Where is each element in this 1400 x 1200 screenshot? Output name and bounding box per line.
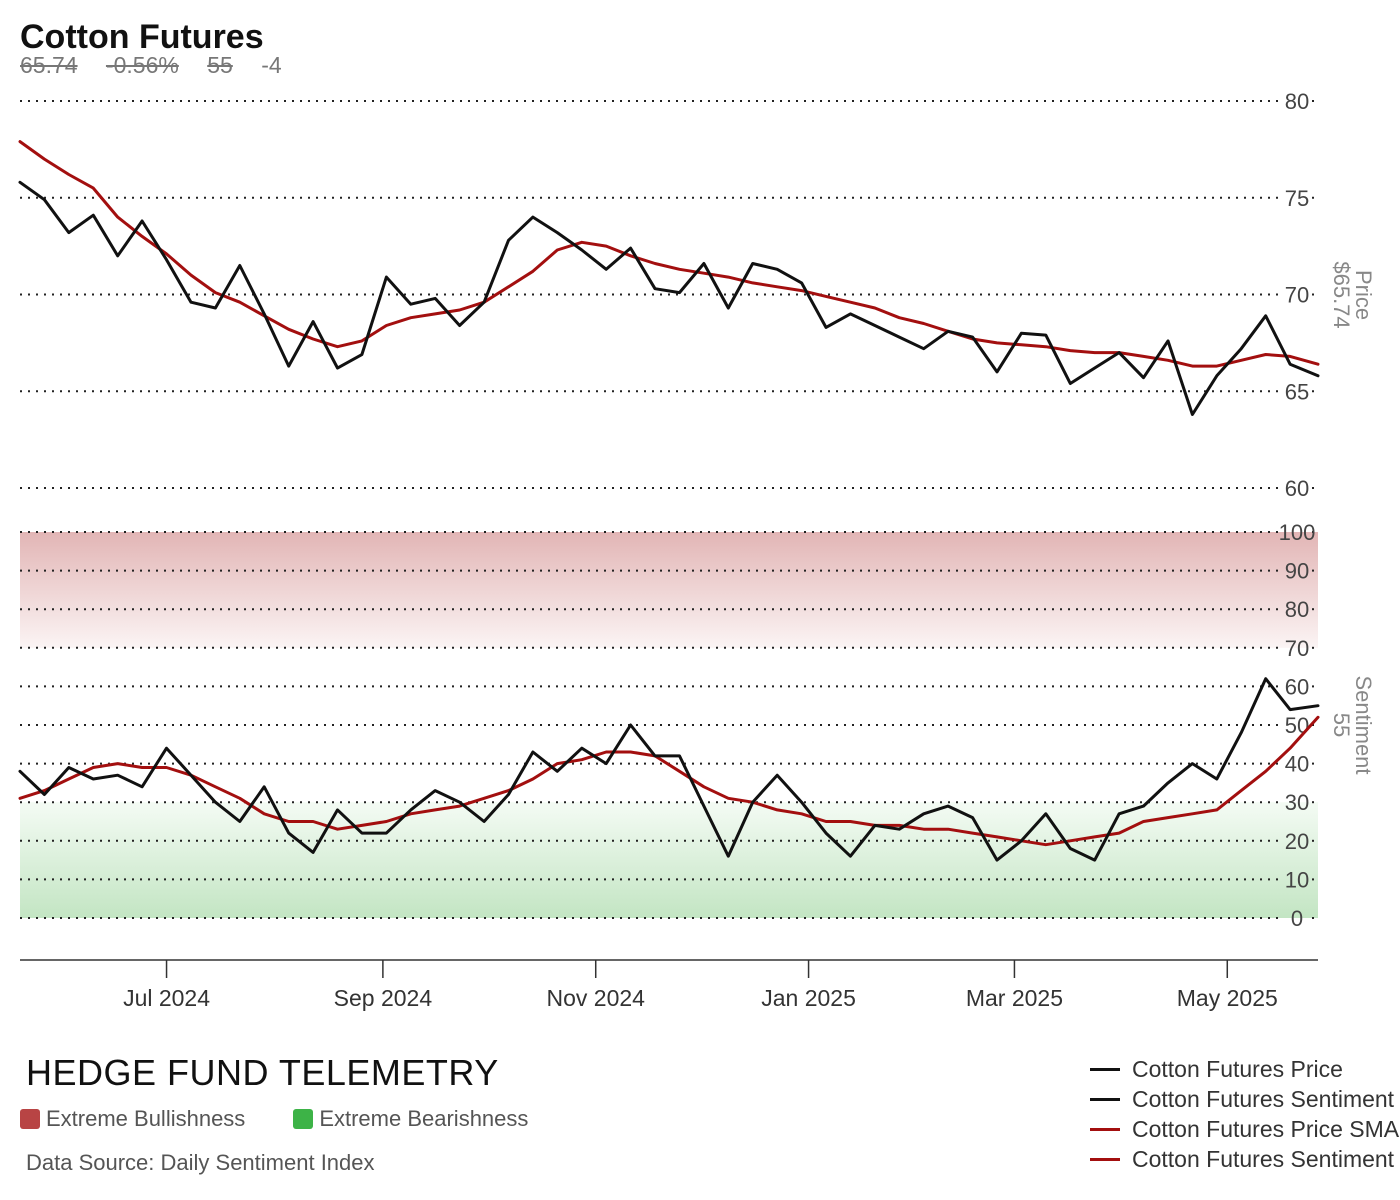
zone-legend-bullish: Extreme Bullishness: [20, 1106, 245, 1132]
sentiment-reading: 55: [207, 52, 233, 78]
bullish-zone-band: [20, 532, 1318, 648]
x-tick-label: Jan 2025: [761, 985, 856, 1011]
price-change-percent: -0.56%: [105, 52, 179, 78]
legend-label-sentiment-sma: Cotton Futures Sentiment SMA: [1132, 1145, 1400, 1172]
chart-canvas: 60 65 70 75 80 0 10 20 30 40 50 60 70 80 90 100 Jul 20…: [18, 89, 1376, 1011]
price-axis-label: Price: [1351, 270, 1376, 320]
last-price: 65.74: [20, 52, 78, 78]
bullish-label: Extreme Bullishness: [46, 1106, 246, 1131]
series-legend: Cotton Futures Price Cotton Futures Sent…: [1090, 1054, 1400, 1174]
bearish-zone-band: [20, 802, 1318, 918]
sentiment-y-tick-label: 40: [1285, 752, 1309, 777]
bullish-swatch: [20, 1109, 40, 1129]
bearish-label: Extreme Bearishness: [319, 1106, 529, 1131]
x-tick-label: Jul 2024: [123, 985, 210, 1011]
sentiment-bands: [20, 532, 1318, 918]
legend-line-price: [1090, 1067, 1120, 1071]
x-tick-label: May 2025: [1177, 985, 1278, 1011]
sentiment-change: -4: [261, 52, 282, 78]
brand-name: HEDGE FUND TELEMETRY: [26, 1052, 499, 1093]
series-lines: [18, 140, 1320, 862]
x-tick-label: Mar 2025: [966, 985, 1063, 1011]
price-axis-value: $65.74: [1329, 261, 1354, 328]
sentiment-y-tick-label: 30: [1285, 790, 1309, 815]
price-grid: [20, 100, 1320, 489]
sentiment-y-tick-labels: 0 10 20 30 40 50 60 70 80 90 100: [1279, 520, 1316, 931]
price-y-tick-label: 80: [1285, 89, 1309, 114]
sentiment-sma-line: [18, 715, 1320, 847]
x-axis: Jul 2024 Sep 2024 Nov 2024 Jan 2025 Mar 2025…: [123, 960, 1278, 1011]
bearish-swatch: [293, 1109, 314, 1129]
legend-item-price-sma[interactable]: Cotton Futures Price SMA: [1090, 1114, 1400, 1144]
sentiment-y-tick-label: 80: [1285, 597, 1309, 622]
sentiment-y-tick-label: 20: [1285, 829, 1309, 854]
legend-line-sentiment-sma: [1090, 1157, 1120, 1161]
sentiment-y-tick-label: 90: [1285, 559, 1309, 584]
sentiment-y-tick-label: 50: [1285, 713, 1309, 738]
price-y-tick-label: 60: [1285, 476, 1309, 501]
price-y-tick-label: 75: [1285, 186, 1309, 211]
data-source: Data Source: Daily Sentiment Index: [26, 1150, 375, 1175]
legend-item-sentiment-sma[interactable]: Cotton Futures Sentiment SMA: [1090, 1144, 1400, 1174]
legend-label-price: Cotton Futures Price: [1132, 1055, 1343, 1082]
legend-line-price-sma: [1090, 1127, 1120, 1131]
chart-title: Cotton Futures: [20, 18, 264, 56]
price-y-tick-label: 65: [1285, 379, 1309, 404]
x-tick-label: Sep 2024: [334, 985, 433, 1011]
zone-legend: Extreme Bullishness Extreme Bearishness: [20, 1106, 576, 1132]
sentiment-y-tick-label: 60: [1285, 674, 1309, 699]
ticker-strip: 65.74 -0.56% 55 -4: [20, 52, 304, 79]
sentiment-y-tick-label: 10: [1285, 867, 1309, 892]
zone-legend-bearish: Extreme Bearishness: [293, 1106, 528, 1132]
sentiment-y-tick-label: 100: [1279, 520, 1316, 545]
sentiment-y-tick-label: 0: [1291, 906, 1303, 931]
legend-item-sentiment[interactable]: Cotton Futures Sentiment: [1090, 1084, 1400, 1114]
legend-label-sentiment: Cotton Futures Sentiment: [1132, 1085, 1395, 1112]
price-sma-line: [18, 140, 1320, 368]
legend-item-price[interactable]: Cotton Futures Price: [1090, 1054, 1400, 1084]
sentiment-grid: [20, 531, 1320, 919]
sentiment-y-tick-label: 70: [1285, 636, 1309, 661]
sentiment-axis-value: 55: [1329, 713, 1354, 737]
price-y-tick-label: 70: [1285, 283, 1309, 308]
price-line: [18, 180, 1320, 416]
legend-line-sentiment: [1090, 1097, 1120, 1101]
sentiment-line: [18, 677, 1320, 862]
sentiment-axis-label: Sentiment: [1351, 675, 1376, 774]
price-y-tick-labels: 60 65 70 75 80: [1285, 89, 1309, 501]
x-tick-label: Nov 2024: [546, 985, 645, 1011]
legend-label-price-sma: Cotton Futures Price SMA: [1132, 1115, 1400, 1142]
